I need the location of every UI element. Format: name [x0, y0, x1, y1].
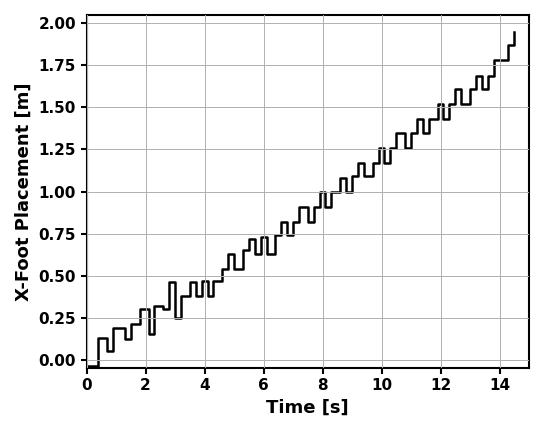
- Y-axis label: X-Foot Placement [m]: X-Foot Placement [m]: [15, 82, 33, 301]
- X-axis label: Time [s]: Time [s]: [267, 399, 349, 417]
